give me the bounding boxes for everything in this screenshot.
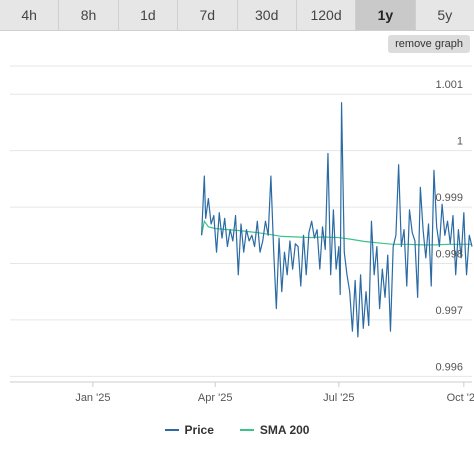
- x-tick-label: Jul '25: [323, 392, 354, 404]
- x-axis-labels: Jan '25 Apr '25 Jul '25 Oct '25: [75, 382, 474, 404]
- price-series: [200, 102, 473, 338]
- price-line: [200, 102, 473, 338]
- chart-legend: Price SMA 200: [0, 420, 474, 440]
- tab-5y[interactable]: 5y: [437, 7, 453, 23]
- price-chart: 0.996 0.997 0.998 0.999 1 1.001 Jan '25 Apr '2…: [10, 65, 474, 404]
- tab-1d[interactable]: 1d: [119, 0, 179, 30]
- y-tick-label: 0.999: [435, 192, 463, 204]
- y-tick-label: 0.996: [435, 361, 463, 373]
- x-tick-label: Apr '25: [198, 392, 233, 404]
- x-tick-label: Oct '25: [447, 392, 474, 404]
- y-tick-label: 1: [457, 136, 463, 148]
- tab-30d[interactable]: 30d: [238, 0, 297, 30]
- tab-120d[interactable]: 120d: [297, 0, 357, 30]
- sma-line-swatch: [239, 429, 254, 431]
- legend-label-sma: SMA 200: [259, 423, 310, 437]
- y-tick-label: 1.001: [435, 79, 463, 91]
- legend-item-price[interactable]: Price: [164, 423, 214, 437]
- timeframe-tabs: 4h 8h 1d 7d 30d 120d 1y 5y: [0, 0, 474, 31]
- legend-item-sma[interactable]: SMA 200: [239, 423, 310, 437]
- y-tick-label: 0.998: [435, 249, 463, 261]
- y-axis-labels: 0.996 0.997 0.998 0.999 1 1.001: [435, 79, 463, 373]
- tab-7d[interactable]: 7d: [178, 0, 238, 30]
- tab-8h[interactable]: 8h: [59, 0, 119, 30]
- grid-lines: [10, 65, 472, 377]
- tab-4h[interactable]: 4h: [0, 0, 60, 30]
- remove-graph-button[interactable]: remove graph: [388, 35, 470, 53]
- tab-1y[interactable]: 1y: [356, 0, 416, 30]
- x-tick-label: Jan '25: [75, 392, 110, 404]
- y-tick-label: 0.997: [435, 305, 463, 317]
- price-line-swatch: [164, 429, 179, 431]
- legend-label-price: Price: [184, 423, 214, 437]
